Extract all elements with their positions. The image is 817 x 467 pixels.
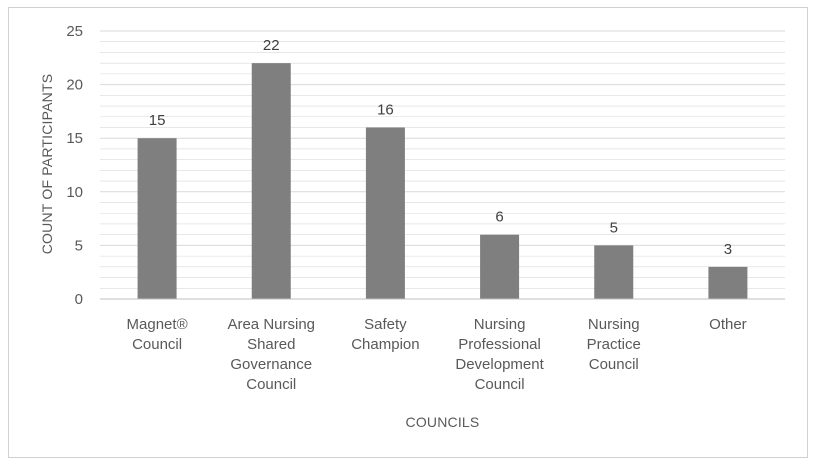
x-category-label: Other	[709, 316, 747, 333]
bars	[137, 63, 748, 299]
bar	[480, 234, 520, 299]
y-tick-label: 5	[75, 237, 83, 254]
bar	[594, 245, 634, 299]
data-label: 5	[610, 219, 618, 236]
data-label: 22	[263, 37, 280, 54]
data-labels: 15 22 16 6 5 3	[149, 37, 732, 258]
y-axis-ticks: 0 5 10 15 20 25	[66, 23, 83, 308]
y-tick-label: 10	[66, 184, 83, 201]
bar	[708, 266, 748, 299]
x-category-label: Magnet® Council	[127, 316, 188, 353]
x-category-label: Area Nursing Shared Governance Council	[227, 316, 315, 393]
x-axis-title: COUNCILS	[406, 414, 480, 430]
gridlines	[100, 30, 785, 289]
bar	[365, 127, 405, 299]
y-tick-label: 20	[66, 77, 83, 94]
y-axis-title: COUNT OF PARTICIPANTS	[39, 74, 55, 255]
y-tick-label: 15	[66, 130, 83, 147]
data-label: 16	[377, 101, 394, 118]
x-category-label: Nursing Practice Council	[587, 316, 641, 373]
data-label: 15	[149, 112, 166, 129]
data-label: 6	[495, 209, 503, 226]
bar	[137, 138, 177, 299]
x-category-label: Nursing Professional Development Council	[455, 316, 544, 393]
y-tick-label: 0	[75, 291, 83, 308]
x-category-label: Safety Champion	[351, 316, 419, 353]
bar	[251, 63, 291, 299]
y-tick-label: 25	[66, 23, 83, 40]
data-label: 3	[724, 241, 732, 258]
x-axis-categories: Magnet® Council Area Nursing Shared Governan…	[127, 316, 747, 393]
